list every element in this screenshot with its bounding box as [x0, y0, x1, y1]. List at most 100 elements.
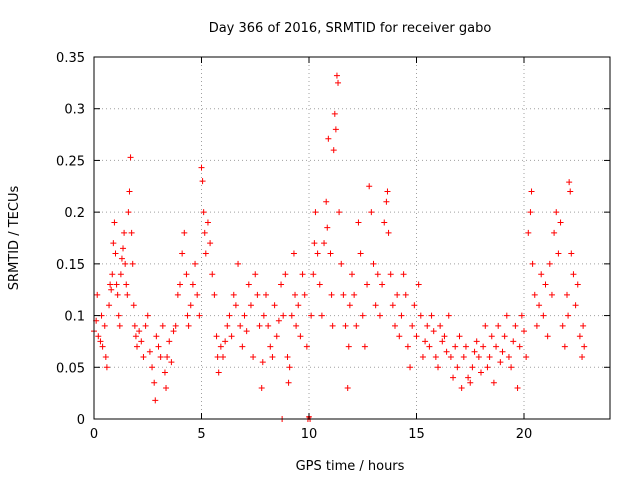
data-point: [174, 291, 181, 298]
data-point: [163, 384, 170, 391]
data-point: [557, 219, 564, 226]
data-point: [525, 229, 532, 236]
y-tick-label: 0.1: [64, 310, 85, 325]
data-point: [439, 338, 446, 345]
data-point: [324, 224, 331, 231]
data-point: [237, 322, 244, 329]
data-point: [282, 271, 289, 278]
data-point: [217, 343, 224, 350]
data-point: [452, 343, 459, 350]
data-point: [312, 209, 319, 216]
data-point: [445, 312, 452, 319]
data-point: [428, 312, 435, 319]
data-point: [94, 291, 101, 298]
data-point: [516, 343, 523, 350]
data-point: [142, 322, 149, 329]
data-point: [364, 281, 371, 288]
data-point: [387, 271, 394, 278]
data-point: [199, 178, 206, 185]
data-point: [101, 322, 108, 329]
data-point: [454, 364, 461, 371]
data-point: [125, 209, 132, 216]
data-point: [349, 271, 355, 278]
data-point: [136, 328, 143, 335]
data-point: [250, 353, 257, 360]
data-point: [514, 384, 521, 391]
data-point: [559, 322, 566, 329]
data-point: [170, 328, 177, 335]
data-point: [138, 338, 145, 345]
data-point: [284, 353, 291, 360]
data-point: [198, 164, 205, 171]
data-point: [220, 353, 226, 360]
data-point: [115, 312, 122, 319]
data-point: [161, 369, 168, 376]
data-point: [241, 312, 248, 319]
data-point: [280, 312, 287, 319]
data-point: [484, 364, 491, 371]
data-point: [540, 312, 547, 319]
x-axis-ticks: 0 5 10 15 20: [90, 57, 532, 442]
data-point: [273, 333, 280, 340]
data-point: [359, 312, 366, 319]
data-point: [288, 312, 295, 319]
data-point: [553, 209, 560, 216]
data-point: [430, 328, 437, 335]
data-point: [184, 312, 191, 319]
data-point: [245, 281, 252, 288]
data-point: [177, 281, 183, 288]
data-point: [267, 343, 274, 350]
data-point: [308, 312, 315, 319]
data-point: [99, 343, 106, 350]
y-axis-label: SRMTID / TECUs: [7, 186, 22, 291]
data-point: [396, 333, 403, 340]
data-point: [548, 291, 555, 298]
data-point: [260, 312, 267, 319]
data-point: [230, 291, 237, 298]
data-point: [278, 281, 285, 288]
data-point: [152, 397, 159, 404]
data-point: [126, 188, 133, 195]
data-point: [379, 281, 386, 288]
data-point: [447, 353, 454, 360]
y-tick-label: 0.2: [64, 206, 85, 221]
data-point: [318, 312, 325, 319]
data-point: [512, 322, 519, 329]
data-point: [275, 317, 282, 324]
data-point: [398, 312, 405, 319]
data-point: [564, 291, 570, 298]
data-point: [366, 183, 373, 190]
data-point: [450, 374, 457, 381]
data-point: [314, 250, 321, 257]
data-point: [134, 343, 140, 350]
data-point: [290, 250, 297, 257]
plot-frame: [93, 56, 611, 420]
data-point: [385, 229, 392, 236]
data-point: [179, 250, 186, 257]
data-point: [181, 229, 188, 236]
data-point: [460, 353, 467, 360]
data-point: [146, 348, 153, 355]
data-point: [544, 333, 551, 340]
data-point: [486, 353, 493, 360]
data-point: [112, 250, 119, 257]
data-point: [473, 338, 480, 345]
data-point: [536, 302, 543, 309]
data-point: [189, 281, 196, 288]
data-point: [501, 333, 508, 340]
data-point: [118, 255, 125, 262]
data-point: [467, 379, 474, 386]
data-point: [527, 209, 534, 216]
data-point: [465, 374, 472, 381]
data-point: [110, 240, 117, 247]
data-point: [426, 343, 433, 350]
data-point: [204, 219, 211, 226]
data-point: [301, 291, 308, 298]
data-point: [232, 302, 239, 309]
data-point: [574, 281, 581, 288]
data-point: [325, 135, 332, 142]
data-point: [95, 333, 102, 340]
data-point: [346, 302, 353, 309]
data-point: [124, 291, 131, 298]
data-point: [187, 302, 194, 309]
